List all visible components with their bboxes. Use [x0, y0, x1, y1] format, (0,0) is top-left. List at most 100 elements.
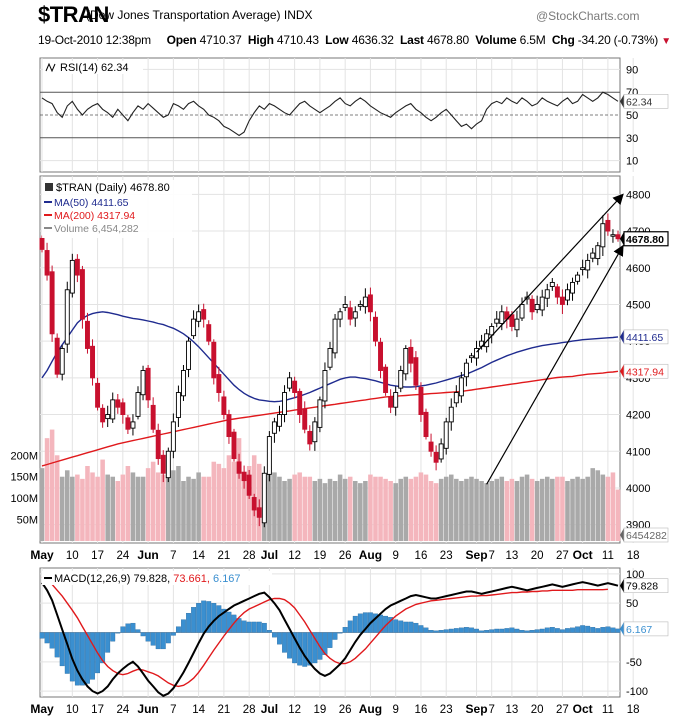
price-legend-bg — [42, 180, 192, 238]
candle-body — [211, 341, 217, 379]
candle-body — [494, 318, 500, 324]
candle-body — [307, 430, 313, 445]
candle-body — [49, 271, 55, 335]
macd-histogram-bar — [191, 607, 197, 633]
candle-body — [54, 337, 60, 375]
candle-body — [322, 370, 328, 402]
rsi-y-tick-label: 10 — [626, 156, 638, 168]
bottom-x-axis-tick-label: 27 — [556, 704, 569, 716]
macd-histogram-bar — [443, 629, 449, 633]
volume-label: Volume — [475, 33, 517, 47]
macd-histogram-bar — [251, 621, 257, 633]
volume-bar — [267, 466, 272, 541]
macd-last-label-box — [623, 578, 669, 593]
x-axis-tick-label: 12 — [288, 550, 301, 562]
volume-bar — [64, 470, 70, 541]
macd-histogram-bar — [534, 629, 540, 633]
candle-body — [145, 367, 151, 401]
macd-y-tick-label: 50 — [626, 598, 638, 610]
volume-bar — [211, 461, 217, 541]
candle-body — [201, 309, 207, 320]
ma200-line — [41, 370, 619, 467]
x-axis-tick-label: 7 — [488, 550, 494, 562]
candle-body — [105, 414, 111, 420]
price-y-tick-label: 4800 — [626, 189, 650, 201]
volume-bar — [590, 468, 596, 541]
candle-body — [135, 392, 141, 417]
volume-bar — [49, 429, 55, 541]
volume-bar — [201, 476, 206, 541]
volume-bar — [90, 472, 95, 541]
candle-body — [79, 269, 85, 320]
macd-last-label: 79.828 — [626, 581, 658, 593]
candle-body — [226, 414, 232, 438]
bottom-x-axis-tick-label: 21 — [217, 704, 230, 716]
volume-bar — [560, 476, 565, 541]
volume-bar — [514, 481, 520, 541]
volume-bar — [75, 474, 80, 541]
ma50-last-label-arrow — [620, 329, 624, 344]
candle-body — [403, 348, 409, 375]
macd-histogram-bar — [575, 626, 581, 633]
volume-bar — [145, 468, 151, 541]
macd-histogram-bar — [85, 632, 90, 684]
volume-bar — [241, 481, 247, 541]
macd-histogram-bar — [236, 618, 242, 633]
x-axis-tick-label: 11 — [602, 550, 614, 562]
volume-bar — [166, 476, 171, 541]
volume-bar — [140, 476, 146, 541]
volume-bar — [135, 476, 141, 541]
volume-bar — [307, 476, 313, 541]
ma50-line — [41, 311, 619, 403]
macd-y-tick-label: 100 — [626, 569, 644, 581]
ma200-last-label-arrow — [620, 364, 624, 379]
candle-body — [95, 382, 101, 408]
volume-bar — [555, 476, 560, 541]
volume-bar — [418, 472, 424, 541]
rsi-legend: RSI(14) 62.34 — [60, 62, 128, 74]
last-label: Last — [399, 33, 424, 47]
bottom-x-axis-tick-label: Sep — [466, 702, 488, 716]
macd-legend-bg — [42, 571, 272, 585]
macd-histogram-bar — [590, 627, 596, 633]
volume-bar — [585, 476, 590, 541]
macd-histogram-bar — [418, 625, 424, 633]
macd-histogram-bar — [458, 627, 464, 633]
volume-bar — [332, 481, 338, 541]
macd-histogram-bar — [332, 632, 338, 640]
macd-histogram-bar — [342, 627, 348, 633]
volume-bar — [39, 468, 45, 541]
candle-body — [130, 421, 136, 429]
volume-bar — [277, 476, 282, 541]
x-axis-tick-label: 7 — [170, 550, 176, 562]
candle-body — [120, 402, 126, 415]
macd-line — [41, 581, 619, 697]
candle-body — [458, 377, 464, 397]
bottom-x-axis-tick-label: Jun — [137, 702, 158, 716]
macd-histogram-bar — [155, 632, 161, 650]
candle-body — [64, 289, 70, 345]
x-axis-tick-label: 28 — [243, 550, 256, 562]
volume-bar — [605, 476, 611, 541]
candle-body — [221, 396, 227, 415]
macd-histogram-bar — [226, 611, 232, 633]
macd-histogram-bar — [39, 632, 45, 639]
bottom-x-axis-tick-label: 12 — [288, 704, 301, 716]
macd-histogram-bar — [595, 628, 601, 633]
candle-body — [39, 237, 45, 250]
volume-bar — [100, 459, 105, 541]
x-axis-tick-label: 23 — [440, 550, 453, 562]
candle-body — [590, 252, 596, 259]
bottom-x-axis-tick-label: Aug — [359, 702, 382, 716]
macd-histogram-bar — [413, 622, 419, 633]
macd-histogram-bar — [347, 620, 353, 633]
open-value: 4710.37 — [199, 33, 242, 47]
price-y-tick-label: 4600 — [626, 263, 650, 275]
volume-y-tick-label: 100M — [10, 493, 38, 505]
macd-histogram-bar — [140, 632, 146, 637]
bottom-x-axis-tick-label: 13 — [505, 704, 518, 716]
macd-histogram-bar — [398, 620, 404, 633]
bottom-x-axis-tick-label: 14 — [192, 704, 205, 716]
volume-y-tick-label: 200M — [10, 450, 38, 462]
